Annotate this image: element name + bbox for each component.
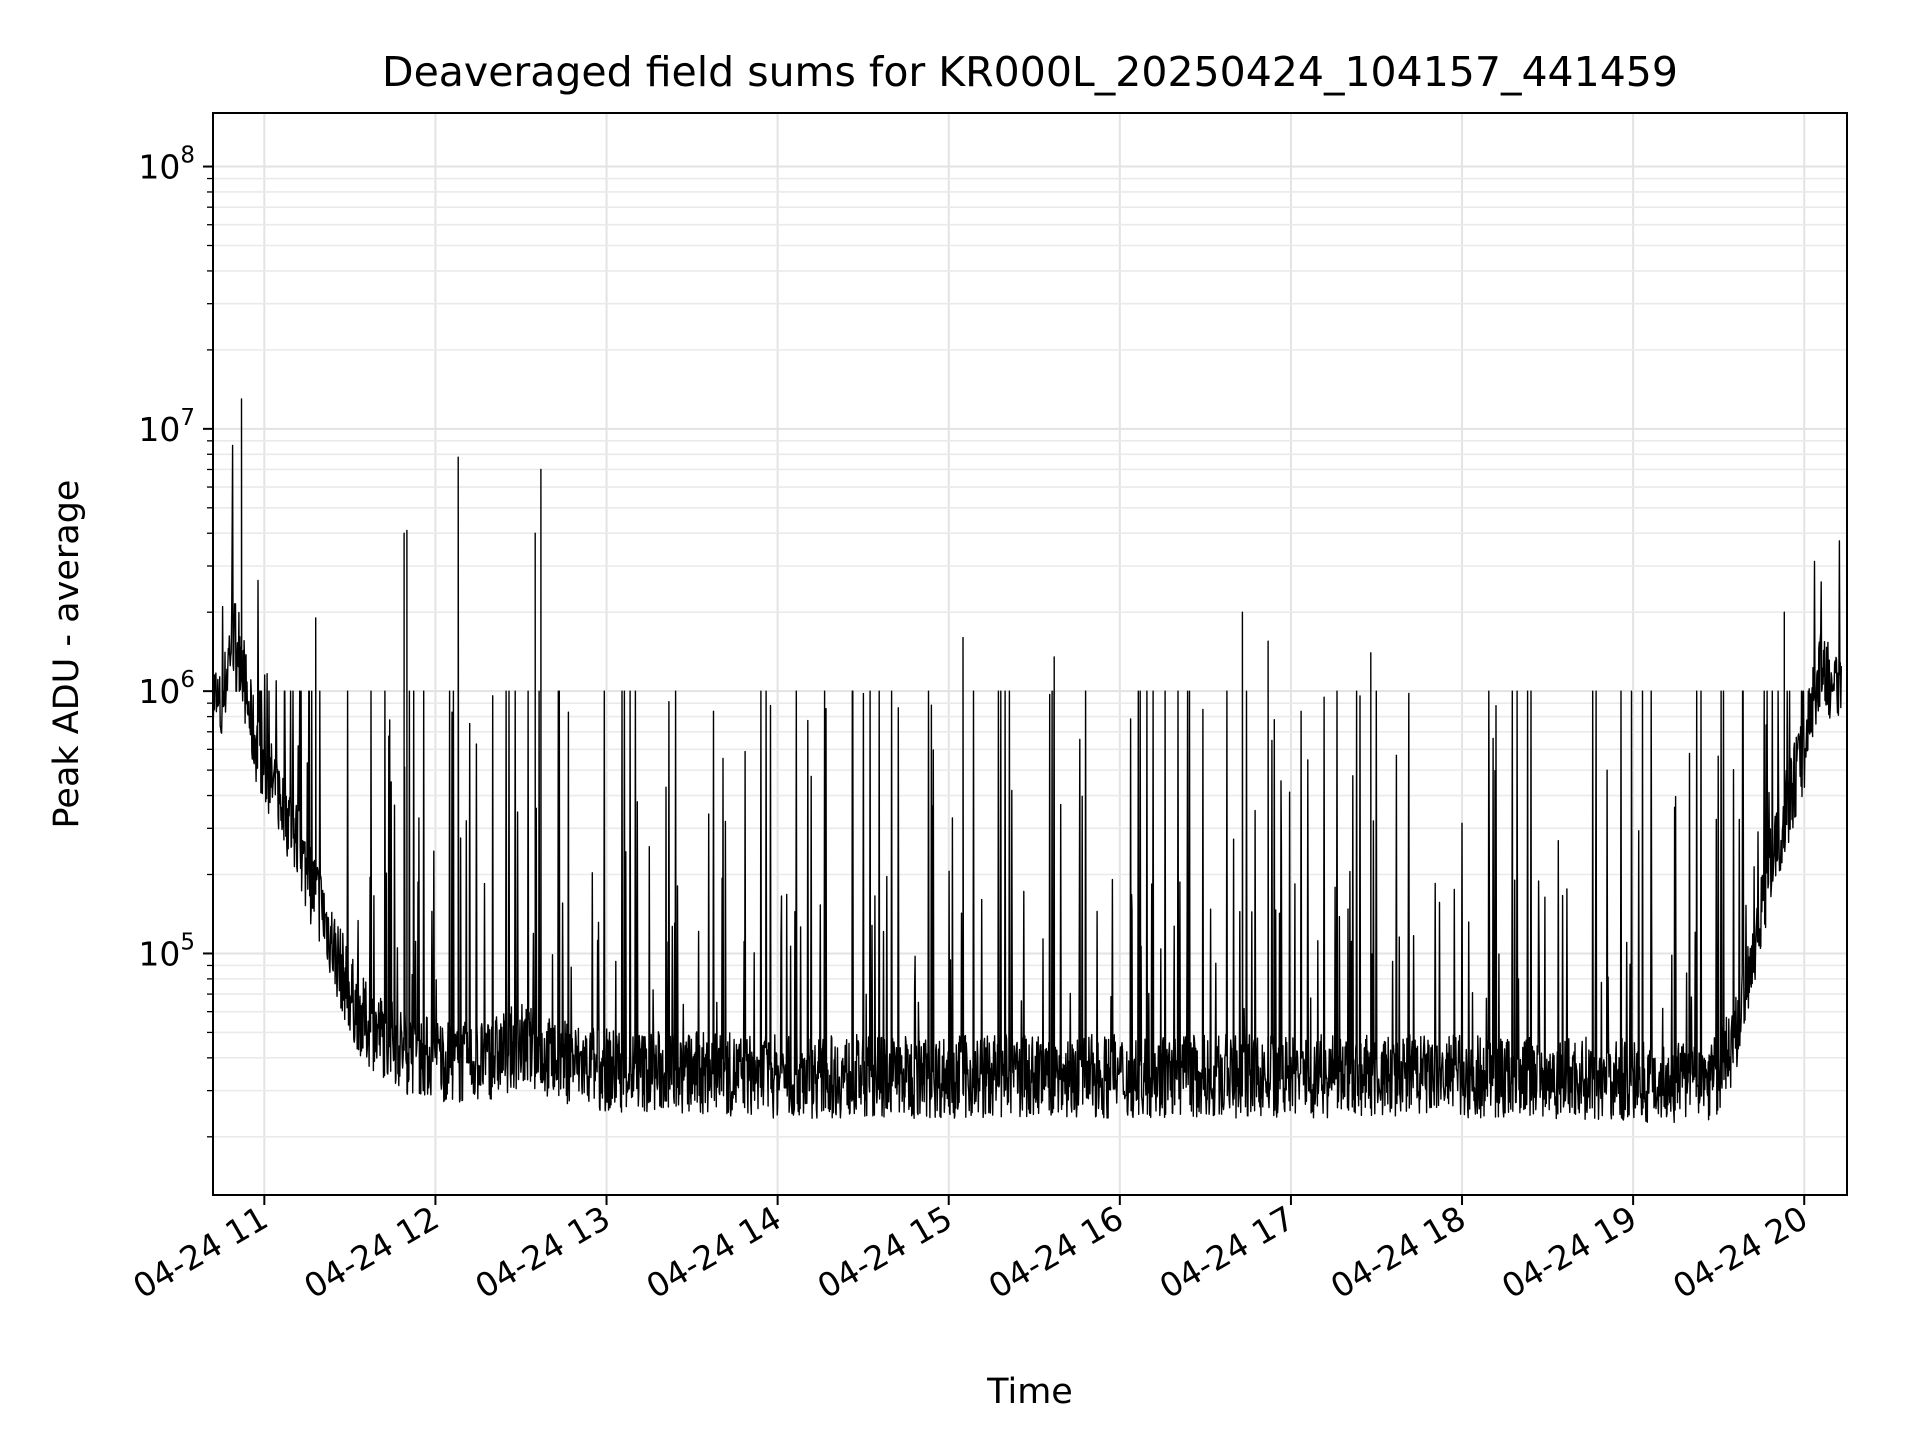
y-tick-label: 107 (138, 405, 195, 449)
series-line-peak-adu (212, 398, 1842, 1124)
y-tick-label: 105 (138, 929, 195, 973)
y-axis-label: Peak ADU - average (47, 480, 87, 829)
chart-title: Deaveraged field sums for KR000L_2025042… (382, 48, 1678, 96)
tick-layer (203, 165, 1806, 1205)
y-tick-labels: 105 106 107 108 (138, 143, 195, 974)
grid-layer (213, 113, 1847, 1195)
y-tick-label: 106 (138, 667, 195, 711)
x-axis-label: Time (986, 1372, 1073, 1412)
axes-frame (212, 112, 1848, 1196)
y-tick-label: 108 (138, 143, 195, 187)
